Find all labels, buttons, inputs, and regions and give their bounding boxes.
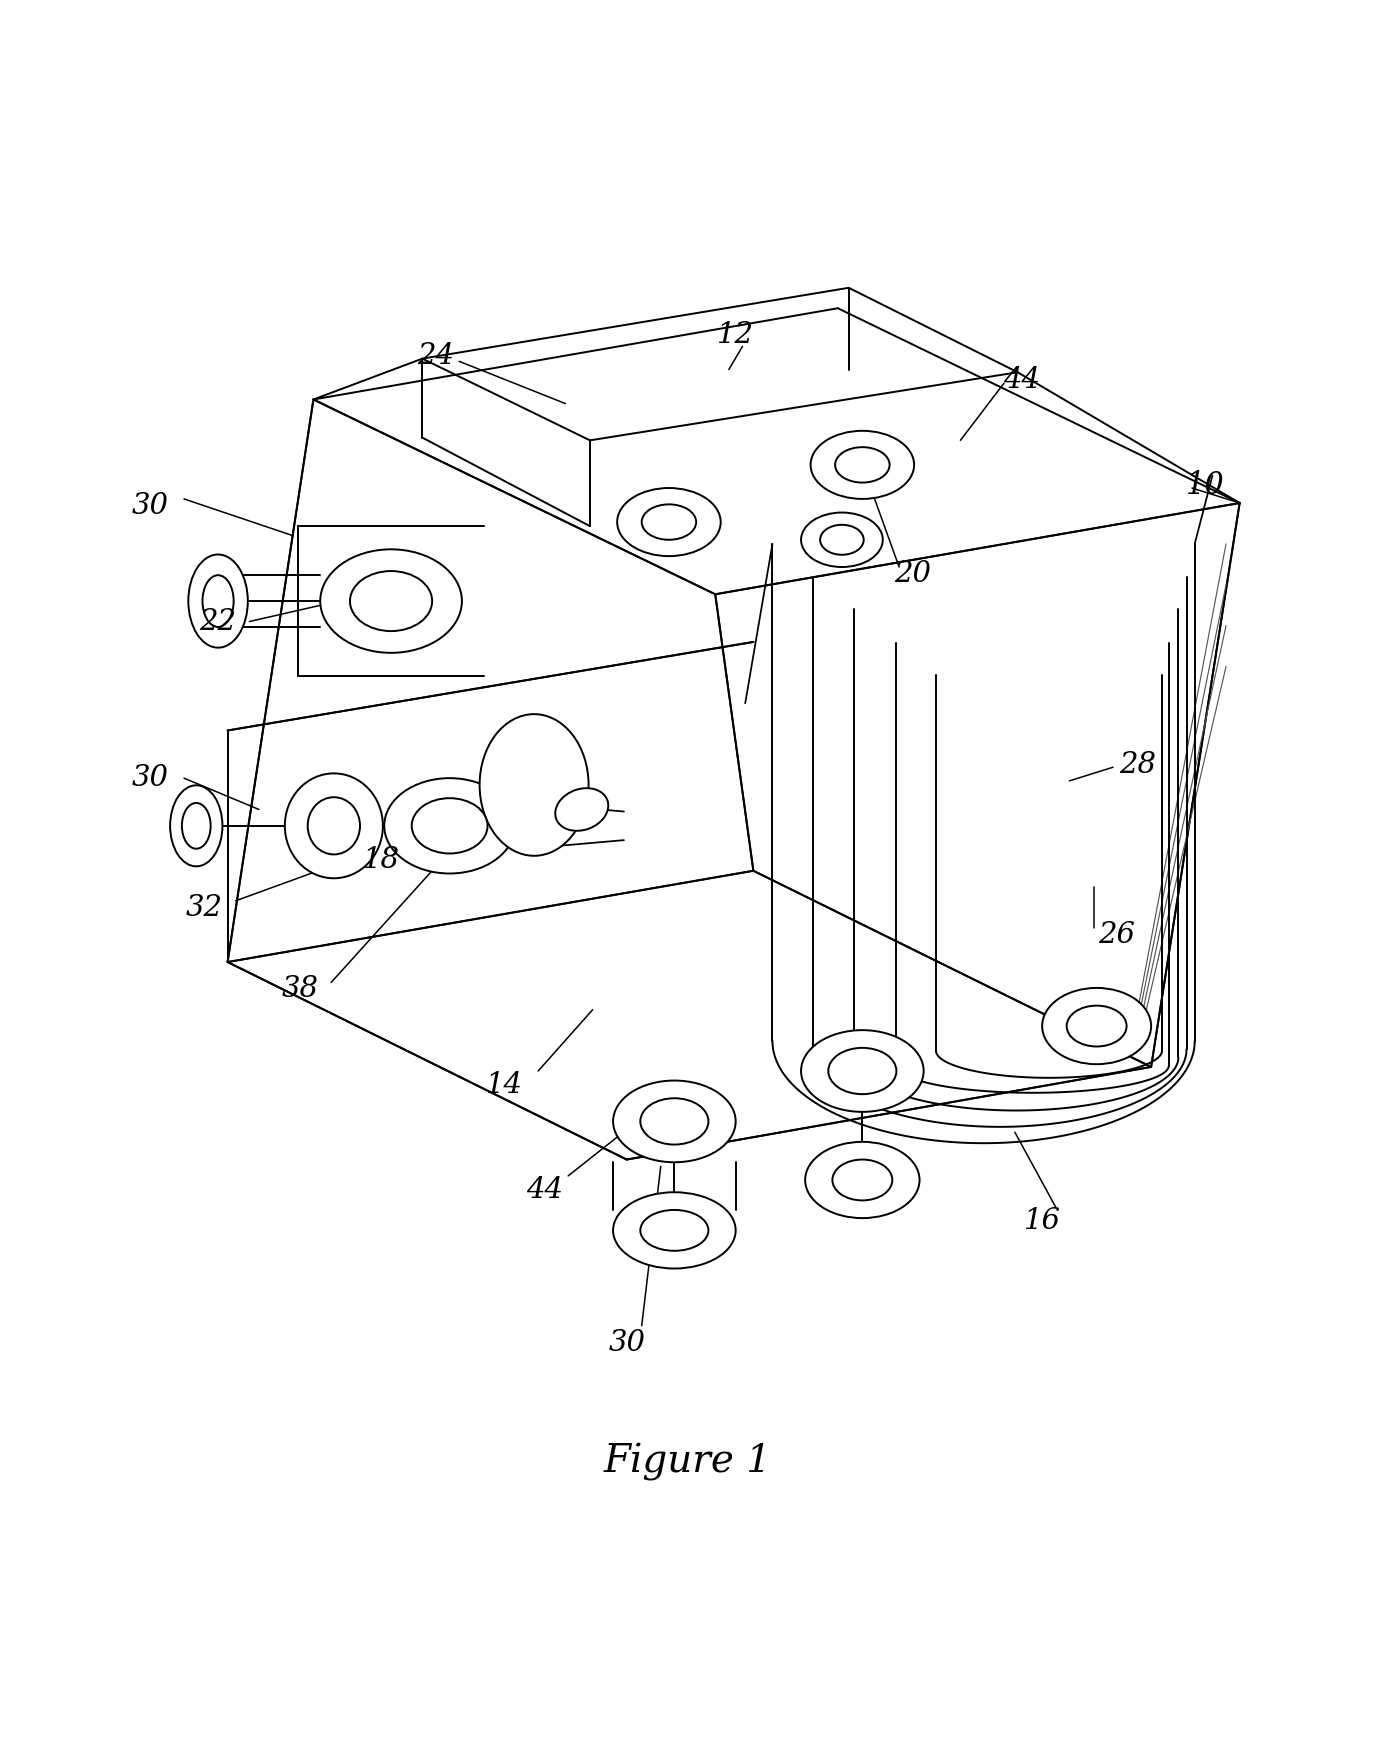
- Ellipse shape: [556, 788, 608, 832]
- Ellipse shape: [384, 777, 515, 874]
- Ellipse shape: [832, 1160, 892, 1200]
- Ellipse shape: [618, 487, 721, 556]
- Text: 24: 24: [417, 342, 454, 370]
- Ellipse shape: [285, 774, 383, 879]
- Ellipse shape: [810, 432, 914, 500]
- Text: 30: 30: [132, 491, 168, 519]
- Text: 44: 44: [1003, 367, 1040, 395]
- Ellipse shape: [308, 797, 361, 854]
- Ellipse shape: [805, 1143, 919, 1218]
- Ellipse shape: [614, 1191, 736, 1268]
- Ellipse shape: [640, 1099, 709, 1144]
- Text: 44: 44: [527, 1176, 564, 1204]
- Ellipse shape: [828, 1048, 896, 1094]
- Text: 30: 30: [608, 1329, 645, 1357]
- Text: 20: 20: [894, 559, 932, 587]
- Ellipse shape: [641, 505, 696, 540]
- Ellipse shape: [171, 786, 223, 867]
- Text: 12: 12: [717, 321, 754, 349]
- Text: 26: 26: [1098, 921, 1135, 949]
- Ellipse shape: [820, 524, 864, 556]
- Text: 32: 32: [186, 893, 223, 922]
- Ellipse shape: [640, 1211, 709, 1251]
- Ellipse shape: [801, 1031, 923, 1111]
- Ellipse shape: [350, 571, 432, 631]
- Ellipse shape: [801, 512, 883, 568]
- Text: 38: 38: [281, 975, 318, 1003]
- Ellipse shape: [202, 575, 234, 627]
- Text: 10: 10: [1186, 470, 1225, 501]
- Text: Figure 1: Figure 1: [604, 1443, 772, 1481]
- Text: 30: 30: [132, 763, 168, 791]
- Ellipse shape: [182, 804, 211, 849]
- Ellipse shape: [1066, 1006, 1127, 1046]
- Ellipse shape: [411, 798, 487, 854]
- Text: 22: 22: [200, 608, 237, 636]
- Text: 16: 16: [1024, 1207, 1061, 1235]
- Text: 28: 28: [1119, 751, 1156, 779]
- Text: 14: 14: [486, 1071, 523, 1099]
- Ellipse shape: [835, 447, 890, 482]
- Ellipse shape: [1042, 987, 1152, 1064]
- Ellipse shape: [614, 1081, 736, 1162]
- Ellipse shape: [189, 554, 248, 648]
- Ellipse shape: [321, 549, 462, 653]
- Ellipse shape: [480, 715, 589, 856]
- Text: 18: 18: [363, 846, 400, 874]
